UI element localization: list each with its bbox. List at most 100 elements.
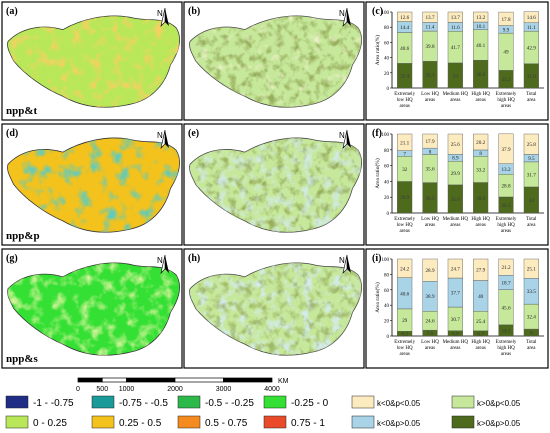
stacked-bar-chart-0: 0 20 40 60 80 100 Area ratio(%) (c) 32.4 40.6 14.4… <box>365 1 549 121</box>
data-label: 38.9 <box>425 294 434 300</box>
data-label: 36.6 <box>476 72 485 78</box>
legend-swatch <box>91 395 115 409</box>
data-label: 32.4 <box>400 74 409 80</box>
data-label: 31.9 <box>527 74 536 80</box>
panel-label-b: (b) <box>188 6 200 17</box>
data-label: 27.9 <box>476 268 485 274</box>
legend-swatch <box>5 395 29 409</box>
data-label: 8 <box>479 151 482 157</box>
y-tick-label: 40 <box>384 180 390 185</box>
panel-label-a: (a) <box>6 6 18 17</box>
data-label: 49 <box>503 50 509 56</box>
data-label: 21.2 <box>501 265 510 271</box>
legend-label: k>0&p>0.05 <box>477 419 521 428</box>
data-label: 14.4 <box>400 25 409 31</box>
data-label: 14.5 <box>501 328 510 334</box>
data-label: 39.8 <box>425 44 434 50</box>
map-variable-label: npp&s <box>6 353 39 365</box>
north-letter: N <box>339 256 345 265</box>
legend-label: 0 - 0.25 <box>33 418 67 429</box>
bar-segment <box>447 11 463 23</box>
data-label: 37.7 <box>451 291 460 297</box>
legend-swatch <box>91 415 115 429</box>
x-tick-label: Extremely low HQ areas <box>394 217 415 234</box>
map-panel-d: (d) npp&p N <box>1 123 183 246</box>
data-label: 29.9 <box>451 171 460 177</box>
data-label: 39.9 <box>400 195 409 201</box>
legend-label: 0.75 - 1 <box>291 418 325 429</box>
data-label: 13.2 <box>501 167 510 173</box>
y-tick-label: 60 <box>384 165 390 170</box>
y-tick-label: 100 <box>382 258 390 263</box>
y-tick-label: 100 <box>382 11 390 16</box>
bar-segment <box>498 258 514 276</box>
legend-swatch <box>451 415 475 429</box>
y-tick-label: 20 <box>384 196 390 201</box>
data-label: 25.8 <box>527 142 536 148</box>
legend-label: 0.25 - 0.5 <box>119 418 162 429</box>
bar-segment <box>523 11 539 23</box>
data-label: 17.8 <box>501 17 510 23</box>
y-axis-label: Area ratio(%) <box>374 158 381 189</box>
data-label: 25.4 <box>476 319 485 325</box>
legend-label: 0.5 - 0.75 <box>205 418 248 429</box>
legend-label: -0.5 - -0.25 <box>205 398 254 409</box>
y-tick-label: 80 <box>384 273 390 278</box>
data-label: 28.8 <box>501 184 510 190</box>
data-label: 32.4 <box>527 315 536 321</box>
data-label: 40.1 <box>476 43 485 49</box>
panel-label-e: (e) <box>188 128 199 139</box>
legend-swatch <box>177 415 201 429</box>
data-label: 33 <box>529 198 535 204</box>
x-tick-label: Medium HQ areas <box>443 217 469 228</box>
data-label: 8.9 <box>452 156 459 162</box>
bar-segment <box>473 11 489 23</box>
data-label: 28.9 <box>425 268 434 274</box>
data-label: 33.5 <box>527 289 536 295</box>
bar-segment <box>473 258 489 281</box>
north-arrow-icon-e: N <box>339 129 351 149</box>
north-arrow-icon-a: N <box>157 7 169 27</box>
data-label: 32 <box>402 167 408 173</box>
scale-unit: KM <box>278 378 289 385</box>
x-tick-label: High HQ areas <box>471 217 490 228</box>
legend-swatch <box>263 395 287 409</box>
x-tick-label: Total area <box>526 217 537 228</box>
panel-label-chart: (c) <box>372 6 383 17</box>
data-label: 6.2 <box>401 332 408 338</box>
map-panel-e: (e) N <box>183 123 365 246</box>
y-tick-label: 20 <box>384 72 390 77</box>
y-tick-label: 60 <box>384 41 390 46</box>
data-label: 42.9 <box>527 45 536 51</box>
bar-segment <box>397 11 413 22</box>
y-axis-label: Area ratio(%) <box>374 35 381 66</box>
x-tick-label: High HQ areas <box>471 340 490 351</box>
data-label: 14.6 <box>527 15 536 21</box>
x-tick-label: Total area <box>526 92 537 103</box>
data-label: 23.2 <box>501 77 510 83</box>
x-tick-label: Extremely low HQ areas <box>394 92 415 109</box>
legend-label: -0.75 - -0.5 <box>119 398 168 409</box>
scale-tick-label: 4000 <box>264 386 280 393</box>
data-label: 45.6 <box>501 305 510 311</box>
y-tick-label: 0 <box>387 212 390 217</box>
x-tick-label: Medium HQ areas <box>443 92 469 103</box>
x-tick-label: Extremely high HQ areas <box>496 340 517 357</box>
data-label: 13.7 <box>425 15 434 21</box>
north-letter: N <box>157 131 163 140</box>
data-label: 24.7 <box>451 267 460 273</box>
bar-segment <box>447 258 463 279</box>
data-label: 38.6 <box>476 196 485 202</box>
north-letter: N <box>157 9 163 18</box>
y-tick-label: 100 <box>382 133 390 138</box>
data-label: 35.6 <box>425 167 434 173</box>
stacked-bar-chart-2: 0 20 40 60 80 100 Area ratio(%) (i) 6.2 29 40.6 24.… <box>365 248 549 369</box>
data-label: 25.1 <box>527 267 536 273</box>
scale-tick-label: 0 <box>76 386 80 393</box>
data-label: 11.4 <box>426 25 435 31</box>
data-label: 7 <box>403 151 406 157</box>
data-label: 35.6 <box>451 197 460 203</box>
panel-label-chart: (f) <box>372 128 382 139</box>
y-tick-label: 60 <box>384 289 390 294</box>
north-arrow-icon-b: N <box>339 7 351 27</box>
